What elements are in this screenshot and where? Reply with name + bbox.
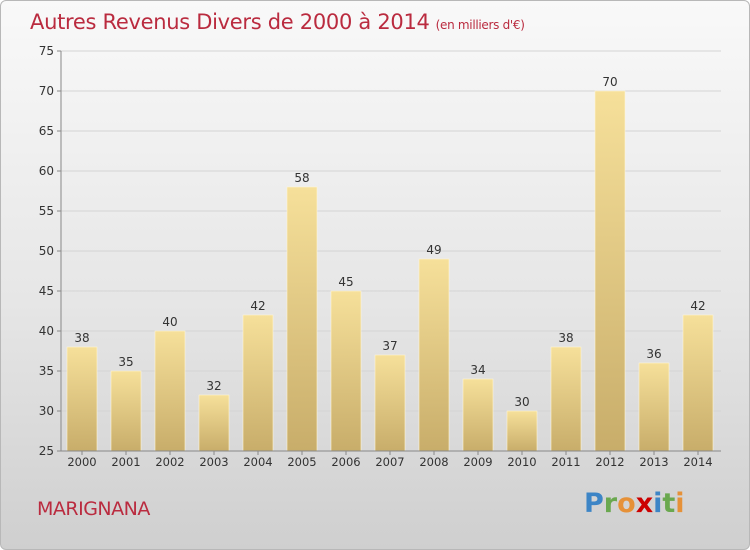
bar — [594, 90, 626, 452]
data-label: 42 — [250, 299, 265, 313]
data-label: 42 — [690, 299, 705, 313]
title-unit: (en milliers d'€) — [435, 18, 525, 32]
axes — [57, 50, 721, 455]
bar — [550, 346, 582, 452]
bar — [110, 370, 142, 452]
bar — [330, 290, 362, 452]
proxiti-logo: Proxiti — [584, 488, 685, 519]
x-tick-label: 2013 — [639, 455, 668, 469]
x-tick-label: 2002 — [155, 455, 184, 469]
data-label: 38 — [74, 331, 89, 345]
bar — [462, 378, 494, 452]
x-tick-label: 2012 — [595, 455, 624, 469]
x-tick-label: 2001 — [111, 455, 140, 469]
logo-letter: x — [635, 488, 654, 519]
logo-letter: i — [653, 488, 663, 519]
x-tick-label: 2003 — [199, 455, 228, 469]
bar — [418, 258, 450, 452]
chart-title: Autres Revenus Divers de 2000 à 2014 (en … — [30, 10, 525, 34]
bars — [66, 90, 714, 452]
data-label: 38 — [558, 331, 573, 345]
y-tick-label: 55 — [39, 204, 54, 218]
bar — [66, 346, 98, 452]
data-label: 58 — [294, 171, 309, 185]
bar — [374, 354, 406, 452]
data-label: 36 — [646, 347, 661, 361]
bar — [506, 410, 538, 452]
y-tick-label: 40 — [39, 324, 54, 338]
x-tick-label: 2010 — [507, 455, 536, 469]
bar — [638, 362, 670, 452]
y-tick-label: 65 — [39, 124, 54, 138]
y-tick-label: 75 — [39, 44, 54, 58]
y-tick-label: 60 — [39, 164, 54, 178]
y-tick-label: 50 — [39, 244, 54, 258]
x-tick-label: 2007 — [375, 455, 404, 469]
labels: 25 30 35 40 45 50 55 60 65 70 75 38 2000 35 2001 40 2002… — [39, 44, 713, 469]
data-label: 70 — [602, 75, 617, 89]
logo-letter: t — [662, 488, 676, 519]
x-tick-label: 2004 — [243, 455, 272, 469]
y-tick-label: 30 — [39, 404, 54, 418]
x-tick-label: 2008 — [419, 455, 448, 469]
y-tick-label: 45 — [39, 284, 54, 298]
y-tick-label: 35 — [39, 364, 54, 378]
x-tick-label: 2006 — [331, 455, 360, 469]
bar — [198, 394, 230, 452]
bar — [154, 330, 186, 452]
data-label: 34 — [470, 363, 485, 377]
data-label: 30 — [514, 395, 529, 409]
data-label: 32 — [206, 379, 221, 393]
x-tick-label: 2000 — [67, 455, 96, 469]
y-tick-label: 70 — [39, 84, 54, 98]
logo-letter: o — [617, 488, 636, 519]
data-label: 35 — [118, 355, 133, 369]
bar — [682, 314, 714, 452]
y-tick-label: 25 — [39, 444, 54, 458]
logo-letter: r — [603, 488, 618, 519]
title-text: Autres Revenus Divers de 2000 à 2014 — [30, 10, 430, 34]
data-label: 45 — [338, 275, 353, 289]
commune-name: MARIGNANA — [37, 498, 150, 520]
data-label: 40 — [162, 315, 177, 329]
logo-letter: P — [584, 488, 604, 519]
data-label: 37 — [382, 339, 397, 353]
bar — [286, 186, 318, 452]
data-label: 49 — [426, 243, 441, 257]
x-tick-label: 2011 — [551, 455, 580, 469]
x-tick-label: 2009 — [463, 455, 492, 469]
bar — [242, 314, 274, 452]
x-tick-label: 2005 — [287, 455, 316, 469]
x-tick-label: 2014 — [683, 455, 712, 469]
logo-letter: i — [675, 488, 685, 519]
